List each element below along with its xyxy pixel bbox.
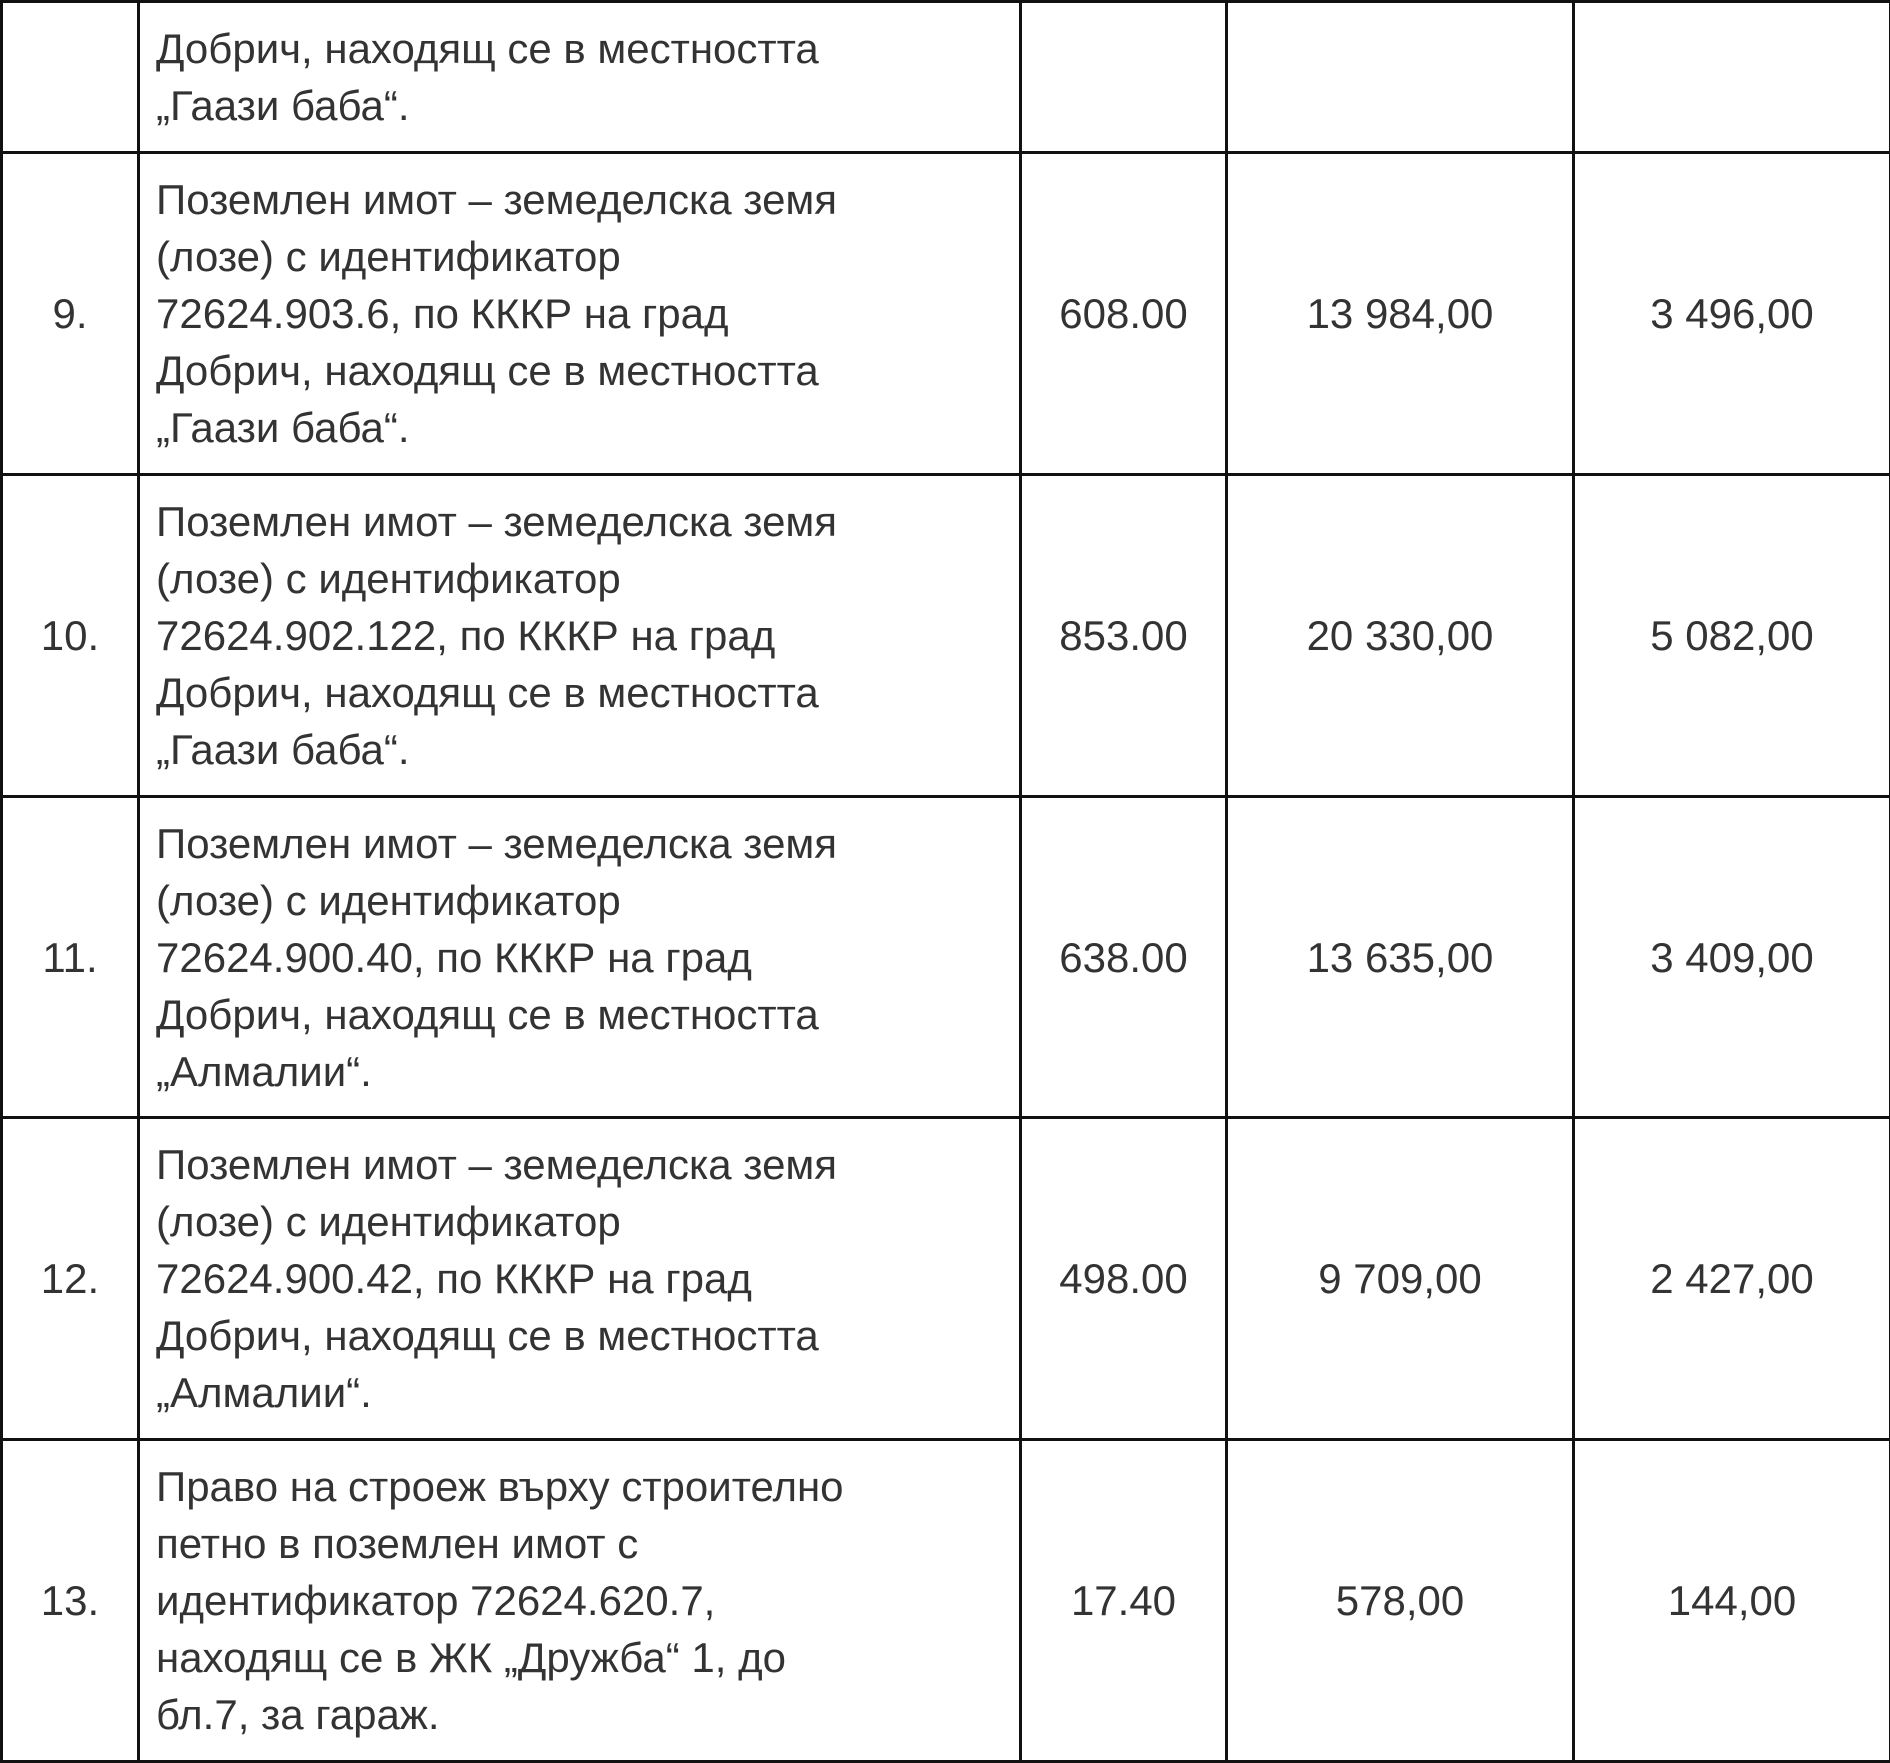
- description-line: идентификатор 72624.620.7,: [156, 1572, 1013, 1629]
- price-cell: 5 082,00: [1574, 475, 1890, 797]
- description-line: (лозе) с идентификатор: [156, 872, 1013, 929]
- market-value-cell: 13 984,00: [1227, 153, 1574, 475]
- area-cell: 638.00: [1021, 797, 1227, 1118]
- area-cell: 498.00: [1021, 1118, 1227, 1440]
- description-line: бл.7, за гараж.: [156, 1686, 1013, 1743]
- description-cell: Поземлен имот – земеделска земя(лозе) с …: [139, 475, 1021, 797]
- area-cell: [1021, 2, 1227, 153]
- description-line: Поземлен имот – земеделска земя: [156, 815, 1013, 872]
- description-line: Поземлен имот – земеделска земя: [156, 171, 1013, 228]
- price-cell: 3 409,00: [1574, 797, 1890, 1118]
- market-value-cell: [1227, 2, 1574, 153]
- table-row: 10.Поземлен имот – земеделска земя(лозе)…: [2, 475, 1890, 797]
- area-cell: 853.00: [1021, 475, 1227, 797]
- description-line: 72624.902.122, по КККР на град: [156, 607, 1013, 664]
- table-row: 12.Поземлен имот – земеделска земя(лозе)…: [2, 1118, 1890, 1440]
- row-number: 9.: [2, 153, 139, 475]
- row-number: 11.: [2, 797, 139, 1118]
- description-cell: Добрич, находящ се в местността„Гаази ба…: [139, 2, 1021, 153]
- market-value-cell: 13 635,00: [1227, 797, 1574, 1118]
- description-cell: Поземлен имот – земеделска земя(лозе) с …: [139, 797, 1021, 1118]
- description-line: находящ се в ЖК „Дружба“ 1, до: [156, 1629, 1013, 1686]
- description-line: „Гаази баба“.: [156, 77, 1013, 134]
- row-number: [2, 2, 139, 153]
- area-cell: 17.40: [1021, 1440, 1227, 1762]
- description-line: Добрич, находящ се в местността: [156, 342, 1013, 399]
- price-cell: 3 496,00: [1574, 153, 1890, 475]
- price-cell: [1574, 2, 1890, 153]
- description-line: петно в поземлен имот с: [156, 1515, 1013, 1572]
- table-row: 11.Поземлен имот – земеделска земя(лозе)…: [2, 797, 1890, 1118]
- description-line: (лозе) с идентификатор: [156, 1193, 1013, 1250]
- area-cell: 608.00: [1021, 153, 1227, 475]
- description-line: (лозе) с идентификатор: [156, 550, 1013, 607]
- description-line: „Алмалии“.: [156, 1043, 1013, 1100]
- table-row: Добрич, находящ се в местността„Гаази ба…: [2, 2, 1890, 153]
- description-line: „Гаази баба“.: [156, 721, 1013, 778]
- description-line: Добрич, находящ се в местността: [156, 986, 1013, 1043]
- description-line: Поземлен имот – земеделска земя: [156, 493, 1013, 550]
- description-line: (лозе) с идентификатор: [156, 228, 1013, 285]
- description-line: Добрич, находящ се в местността: [156, 664, 1013, 721]
- price-cell: 2 427,00: [1574, 1118, 1890, 1440]
- row-number: 10.: [2, 475, 139, 797]
- description-line: Право на строеж върху строително: [156, 1458, 1013, 1515]
- market-value-cell: 20 330,00: [1227, 475, 1574, 797]
- description-line: „Алмалии“.: [156, 1364, 1013, 1421]
- description-line: „Гаази баба“.: [156, 399, 1013, 456]
- description-line: Добрич, находящ се в местността: [156, 20, 1013, 77]
- market-value-cell: 9 709,00: [1227, 1118, 1574, 1440]
- description-line: Добрич, находящ се в местността: [156, 1307, 1013, 1364]
- price-cell: 144,00: [1574, 1440, 1890, 1762]
- description-cell: Поземлен имот – земеделска земя(лозе) с …: [139, 153, 1021, 475]
- description-cell: Поземлен имот – земеделска земя(лозе) с …: [139, 1118, 1021, 1440]
- market-value-cell: 578,00: [1227, 1440, 1574, 1762]
- description-line: 72624.900.42, по КККР на град: [156, 1250, 1013, 1307]
- description-line: 72624.900.40, по КККР на град: [156, 929, 1013, 986]
- description-line: 72624.903.6, по КККР на град: [156, 285, 1013, 342]
- table-row: 9.Поземлен имот – земеделска земя(лозе) …: [2, 153, 1890, 475]
- description-line: Поземлен имот – земеделска земя: [156, 1136, 1013, 1193]
- row-number: 13.: [2, 1440, 139, 1762]
- row-number: 12.: [2, 1118, 139, 1440]
